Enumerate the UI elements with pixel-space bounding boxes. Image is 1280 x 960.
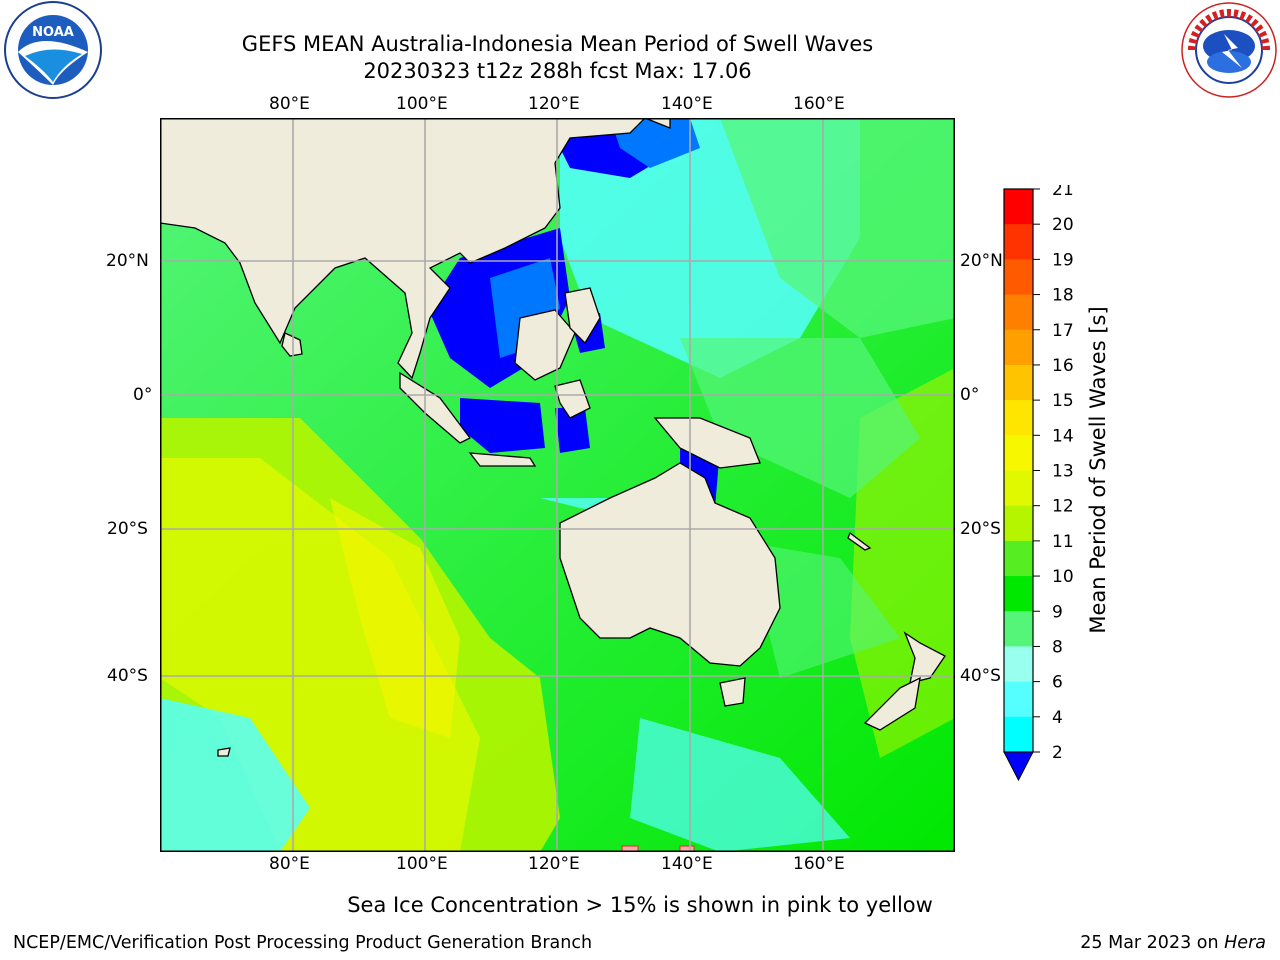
gridlines [160, 118, 955, 852]
nz-south [863, 676, 921, 731]
colorbar: 21 20 19 18 17 16 15 14 13 12 11 10 9 8 6 4 2 [1003, 185, 1074, 782]
colorbar-tick-label: 21 [1052, 185, 1074, 200]
nws-logo [1181, 2, 1277, 98]
lat-tick-right-20s: 20°S [960, 519, 1001, 539]
lon-tick-top-140e: 140°E [661, 94, 713, 114]
lon-tick-bottom-120e: 120°E [528, 854, 580, 874]
lat-tick-left-40s: 40°S [107, 666, 148, 686]
lon-tick-top-120e: 120°E [528, 94, 580, 114]
colorbar-band [1004, 646, 1033, 683]
colorbar-tick-label: 2 [1052, 743, 1063, 763]
colorbar-tick-label: 9 [1052, 602, 1063, 622]
colorbar-band [1004, 259, 1033, 296]
colorbar-band [1004, 716, 1033, 753]
figure-subtitle: 20230323 t12z 288h fcst Max: 17.06 [363, 59, 752, 83]
colorbar-tick-label: 15 [1052, 391, 1074, 411]
sea-ice-patch [679, 845, 695, 852]
lon-tick-bottom-160e: 160°E [793, 854, 845, 874]
colorbar-band [1004, 364, 1033, 401]
lat-tick-left-20n: 20°N [106, 251, 149, 271]
colorbar-band [1004, 189, 1033, 225]
colorbar-band [1004, 540, 1033, 577]
noaa-logo: NOAA [4, 1, 102, 99]
footer-date: 25 Mar 2023 on Hera [1080, 932, 1266, 954]
lat-tick-right-40s: 40°S [960, 666, 1001, 686]
footer-org: NCEP/EMC/Verification Post Processing Pr… [13, 933, 593, 953]
land [160, 118, 946, 757]
field-patches [160, 118, 955, 852]
colorbar-tick-label: 4 [1052, 708, 1063, 728]
lon-tick-bottom-80e: 80°E [269, 854, 310, 874]
tasmania [719, 677, 746, 707]
colorbar-band [1004, 470, 1033, 507]
new-guinea [653, 417, 761, 469]
colorbar-tick-label: 14 [1052, 426, 1074, 446]
footer-date-text: 25 Mar 2023 on [1080, 933, 1225, 953]
colorbar-extend-arrow [1003, 751, 1034, 782]
figure-title: GEFS MEAN Australia-Indonesia Mean Perio… [241, 32, 874, 56]
colorbar-tick-label: 12 [1052, 497, 1074, 517]
new-caledonia [847, 531, 872, 551]
lat-tick-right-20n: 20°N [960, 251, 1003, 271]
colorbar-band [1004, 681, 1033, 718]
colorbar-label: Mean Period of Swell Waves [s] [1086, 306, 1110, 634]
colorbar-ticks: 21 20 19 18 17 16 15 14 13 12 11 10 9 8 6 4 2 [1033, 185, 1074, 763]
lon-tick-bottom-100e: 100°E [396, 854, 448, 874]
lon-tick-bottom-140e: 140°E [661, 854, 713, 874]
lon-tick-top-80e: 80°E [269, 94, 310, 114]
sri-lanka [281, 332, 303, 357]
sulawesi [554, 379, 591, 419]
colorbar-band [1004, 224, 1033, 260]
colorbar-tick-label: 20 [1052, 215, 1074, 235]
lon-tick-top-100e: 100°E [396, 94, 448, 114]
colorbar-tick-label: 10 [1052, 567, 1074, 587]
colorbar-band [1004, 400, 1033, 436]
colorbar-tick-label: 13 [1052, 462, 1074, 482]
colorbar-tick-label: 6 [1052, 673, 1063, 693]
java [468, 452, 537, 467]
nz-north [903, 631, 946, 684]
colorbar-tick-label: 11 [1052, 532, 1074, 552]
footer-machine: Hera [1224, 933, 1266, 953]
colorbar-tick-label: 8 [1052, 637, 1063, 657]
sea-ice-note: Sea Ice Concentration > 15% is shown in … [347, 893, 933, 917]
colorbar-tick-label: 19 [1052, 250, 1074, 270]
sumatra [399, 371, 471, 444]
lat-tick-left-0: 0° [133, 385, 153, 405]
sea-ice-patch [621, 845, 639, 852]
colorbar-tick-label: 17 [1052, 321, 1074, 341]
borneo [514, 309, 576, 381]
lat-tick-right-0: 0° [960, 385, 980, 405]
kerguelen [217, 747, 231, 757]
colorbar-band [1004, 329, 1033, 366]
colorbar-band [1004, 505, 1033, 542]
colorbar-tick-label: 18 [1052, 286, 1074, 306]
philippines [564, 287, 601, 345]
colorbar-band [1004, 576, 1033, 612]
colorbar-band [1004, 294, 1033, 331]
colorbar-band [1004, 435, 1033, 471]
noaa-logo-text: NOAA [32, 25, 74, 40]
australia [559, 462, 781, 667]
lat-tick-left-20s: 20°S [107, 519, 148, 539]
map-frame [160, 118, 955, 852]
colorbar-tick-label: 16 [1052, 356, 1074, 376]
swell-period-map [160, 118, 955, 852]
colorbar-bands [1004, 189, 1033, 753]
lon-tick-top-160e: 160°E [793, 94, 845, 114]
colorbar-band [1004, 611, 1033, 647]
